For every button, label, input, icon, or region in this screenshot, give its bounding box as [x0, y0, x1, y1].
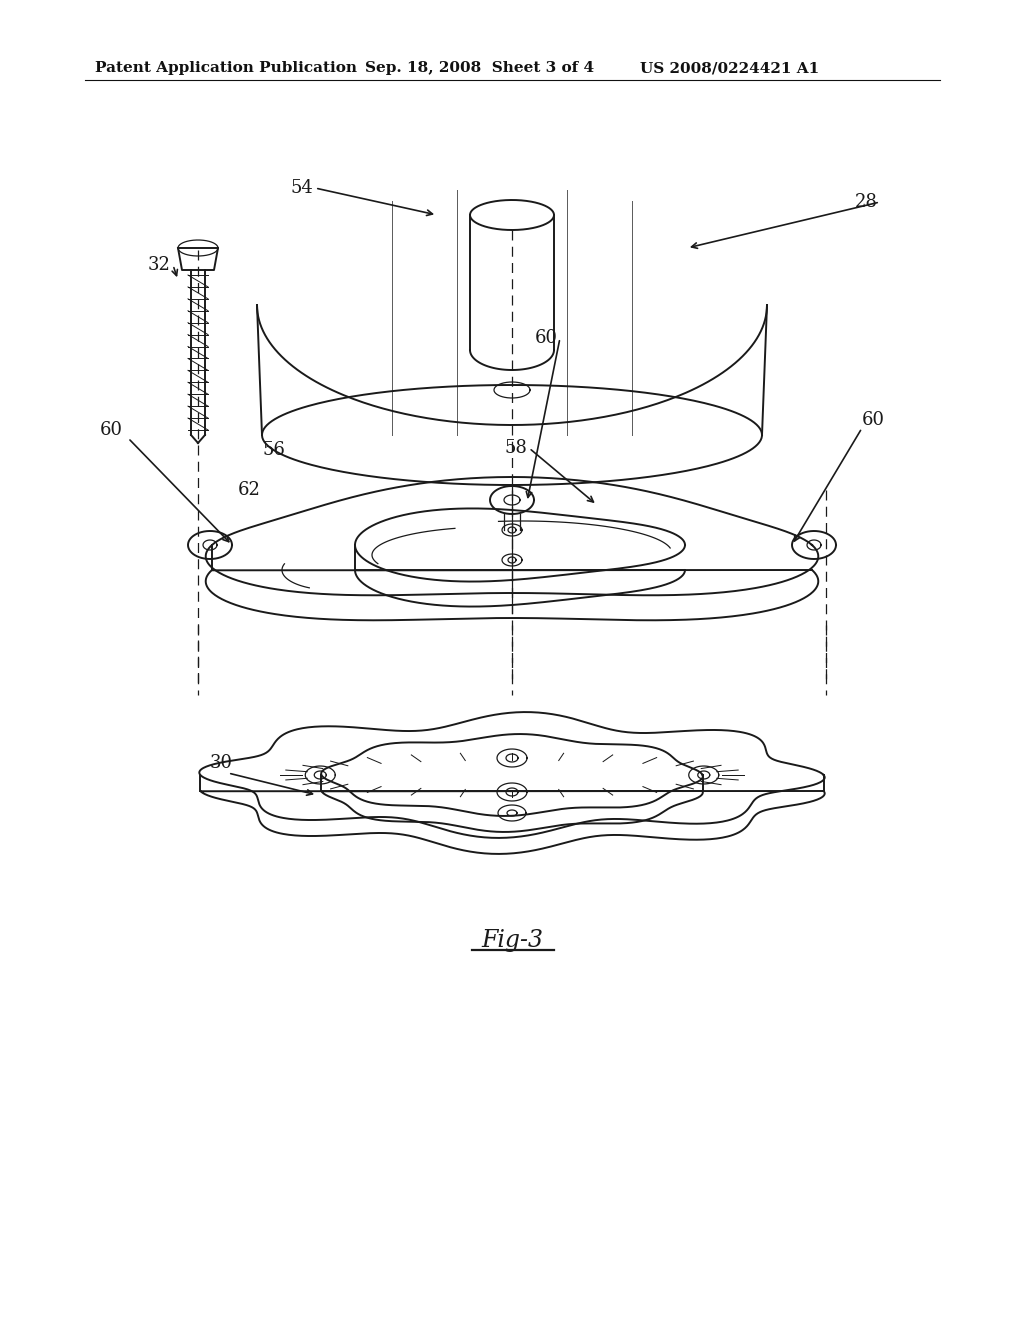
Text: US 2008/0224421 A1: US 2008/0224421 A1 [640, 61, 819, 75]
Text: 58: 58 [504, 440, 527, 457]
Text: Sep. 18, 2008  Sheet 3 of 4: Sep. 18, 2008 Sheet 3 of 4 [365, 61, 594, 75]
Text: 30: 30 [210, 754, 233, 772]
Text: 60: 60 [100, 421, 123, 440]
Text: 32: 32 [148, 256, 171, 275]
Text: 28: 28 [855, 193, 878, 211]
Text: 60: 60 [535, 329, 558, 347]
Text: 60: 60 [862, 411, 885, 429]
Text: 54: 54 [290, 180, 312, 197]
Text: 62: 62 [238, 480, 261, 499]
Text: Patent Application Publication: Patent Application Publication [95, 61, 357, 75]
Text: 56: 56 [262, 441, 285, 459]
Text: Fig-3: Fig-3 [481, 928, 543, 952]
